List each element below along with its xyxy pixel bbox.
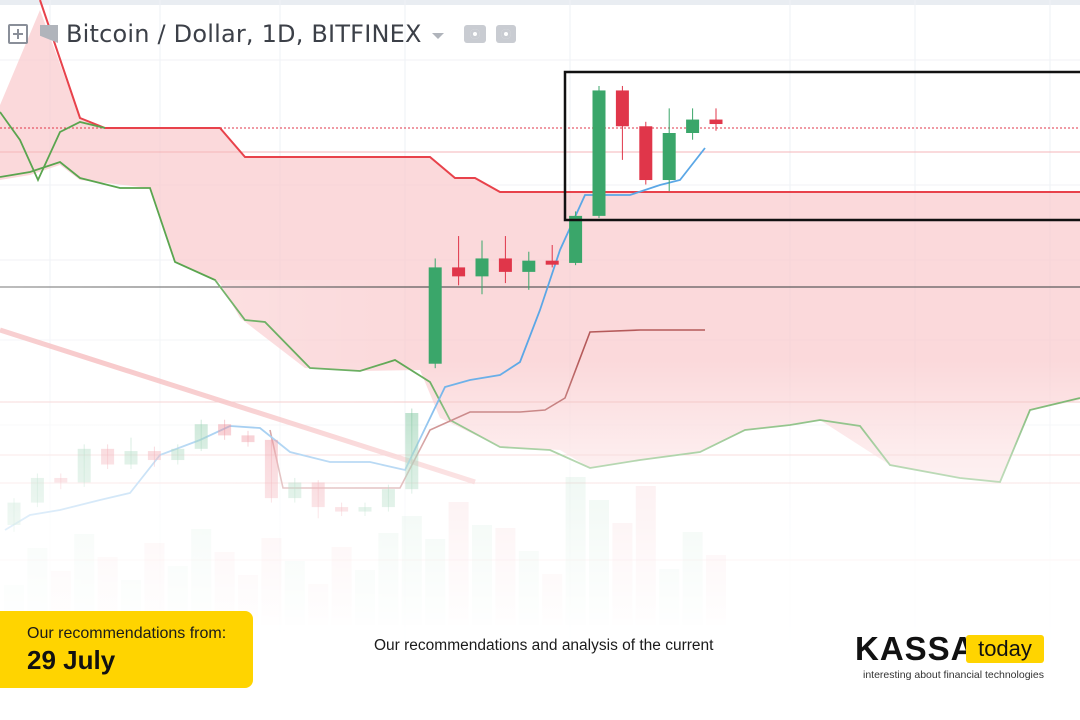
candle-up: [171, 448, 185, 461]
gear-icon[interactable]: [495, 25, 516, 43]
candle-up: [194, 424, 208, 449]
volume-bar: [425, 539, 446, 625]
logo-subtitle: interesting about financial technologies: [863, 669, 1044, 681]
candle-up: [428, 267, 442, 364]
candle-up: [77, 448, 91, 483]
candle-up: [592, 90, 606, 216]
candle-up: [405, 413, 419, 490]
volume-bar: [472, 525, 492, 625]
candle-up: [475, 258, 489, 277]
candle-up: [569, 215, 583, 263]
chevron-down-icon[interactable]: [431, 33, 444, 39]
volume-bar: [518, 551, 539, 625]
flag-icon[interactable]: [40, 25, 58, 43]
volume-bar: [448, 502, 469, 625]
candle-down: [264, 439, 278, 499]
candle-down: [311, 482, 325, 508]
candle-up: [124, 451, 138, 465]
candle-down: [639, 126, 653, 181]
candle-down: [241, 435, 255, 443]
logo-tag: today: [966, 635, 1044, 663]
kassa-logo[interactable]: KASSA today interesting about financial …: [855, 630, 1055, 686]
volume-bar: [261, 538, 282, 625]
candle-up: [30, 477, 44, 503]
candle-up: [358, 507, 372, 512]
candle-down: [545, 260, 559, 265]
candle-down: [335, 507, 349, 512]
candle-down: [498, 258, 512, 272]
candle-down: [54, 477, 68, 483]
volume-bar: [635, 486, 656, 625]
volume-bar: [589, 500, 609, 625]
candle-down: [452, 267, 466, 277]
recommendation-label: Our recommendations from:: [27, 625, 227, 642]
volume-bar: [331, 547, 352, 625]
volume-bar: [682, 532, 703, 625]
volume-bar: [401, 516, 422, 625]
candle-down: [709, 119, 723, 125]
candle-up: [381, 489, 395, 508]
caption-text: Our recommendations and analysis of the …: [374, 637, 714, 654]
volume-bar: [284, 561, 305, 625]
candle-down: [218, 424, 232, 436]
candle-up: [7, 502, 21, 525]
eye-icon[interactable]: [463, 25, 486, 43]
volume-bar: [659, 569, 680, 625]
top-border: [0, 0, 1080, 5]
add-symbol-icon[interactable]: [8, 24, 28, 44]
chart-title-bar: Bitcoin / Dollar, 1D, BITFINEX: [8, 16, 516, 52]
candle-up: [288, 482, 302, 499]
symbol-title: Bitcoin / Dollar, 1D, BITFINEX: [66, 20, 422, 48]
candle-down: [101, 448, 115, 465]
volume-bar: [612, 523, 633, 625]
recommendation-badge: Our recommendations from: 29 July: [0, 611, 253, 688]
volume-bar: [378, 533, 399, 625]
candle-up: [686, 119, 700, 133]
candle-up: [662, 133, 676, 181]
candle-down: [147, 451, 161, 461]
volume-bar: [355, 570, 375, 625]
volume-bar: [308, 584, 329, 625]
candle-up: [522, 260, 536, 272]
volume-bar: [495, 528, 516, 625]
logo-wordmark: KASSA: [855, 630, 976, 667]
volume-bars: [4, 477, 726, 625]
recommendation-date: 29 July: [27, 645, 116, 675]
candle-down: [615, 90, 629, 127]
volume-bar: [542, 574, 563, 625]
volume-bar: [565, 477, 586, 625]
volume-bar: [706, 555, 726, 625]
